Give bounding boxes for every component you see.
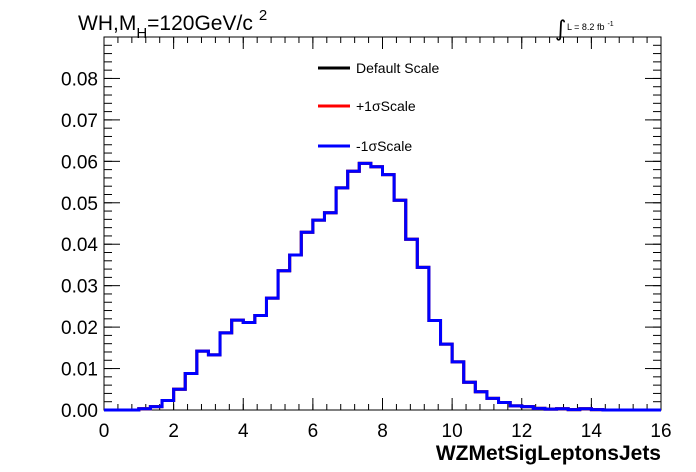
x-tick-label: 10 xyxy=(442,421,463,442)
x-tick-label: 8 xyxy=(377,421,388,442)
y-tick-label: 0.04 xyxy=(61,235,98,256)
legend-label: Default Scale xyxy=(356,60,439,76)
title-superscript: 2 xyxy=(259,7,267,24)
y-tick-label: 0.02 xyxy=(61,318,98,339)
title-subscript: H xyxy=(136,25,147,42)
legend: Default Scale +1σScale -1σScale xyxy=(318,60,439,154)
title-value: =120GeV/c xyxy=(147,12,253,35)
x-tick-label: 0 xyxy=(99,421,110,442)
x-tick-label: 16 xyxy=(650,421,671,442)
x-tick-label: 4 xyxy=(238,421,249,442)
luminosity-label: L = 8.2 fb -1 xyxy=(567,21,614,32)
y-axis: 0.00 0.01 0.02 0.03 0.04 0.05 0.06 0.07 0.08 xyxy=(61,36,661,422)
y-tick-label: 0.06 xyxy=(61,152,98,173)
series-layer xyxy=(104,161,661,412)
plot-frame xyxy=(103,36,662,411)
x-axis: 0 2 4 6 8 10 12 14 16 xyxy=(99,37,672,442)
y-tick-label: 0.05 xyxy=(61,194,98,215)
legend-label: -1σScale xyxy=(356,138,412,154)
luminosity-exponent: -1 xyxy=(607,21,613,28)
x-tick-label: 14 xyxy=(581,421,603,442)
y-tick-label: 0.01 xyxy=(61,360,98,381)
y-tick-label: 0.00 xyxy=(61,401,98,422)
y-tick-label: 0.03 xyxy=(61,277,98,298)
x-tick-label: 6 xyxy=(308,421,319,442)
y-tick-label: 0.07 xyxy=(61,111,98,132)
legend-label: +1σScale xyxy=(356,98,416,114)
x-tick-label: 12 xyxy=(511,421,532,442)
x-tick-label: 2 xyxy=(168,421,179,442)
x-axis-title: WZMetSigLeptonsJets xyxy=(436,442,661,465)
plot-title: WH,MH=120GeV/c 2 xyxy=(78,7,267,42)
luminosity-integral-icon: ∫ xyxy=(555,17,566,42)
y-tick-label: 0.08 xyxy=(61,69,98,90)
series-line-3 xyxy=(104,161,661,412)
